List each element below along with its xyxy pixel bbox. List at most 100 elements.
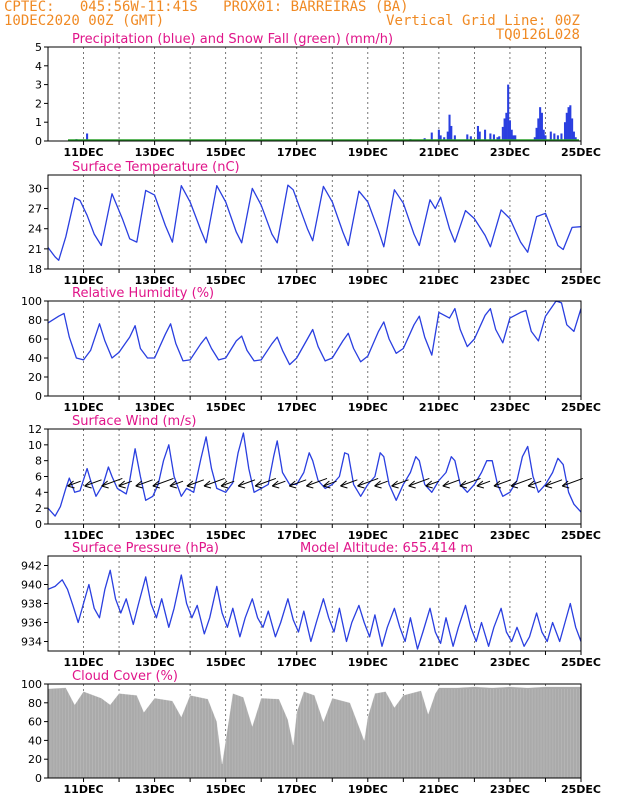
- y-tick-label: 20: [28, 371, 42, 384]
- panel-title: Surface Temperature (nC): [72, 160, 240, 175]
- y-tick-label: 940: [21, 579, 42, 592]
- panel-frame: [47, 174, 582, 270]
- precip-bar: [542, 129, 545, 141]
- precip-bar: [450, 125, 453, 141]
- x-tick-label: 13DEC: [135, 783, 175, 796]
- wind-arrowhead: [493, 480, 502, 489]
- precip-bar: [512, 135, 515, 141]
- panel-rh: [44, 300, 582, 400]
- x-tick-label: 19DEC: [348, 401, 388, 414]
- x-tick-label: 25DEC: [561, 146, 601, 159]
- chart-header: CPTEC: 045:56W-11:41S PROX01: BARREIRAS …: [0, 0, 618, 46]
- x-tick-label: 15DEC: [206, 783, 246, 796]
- y-tick-label: 938: [21, 598, 42, 611]
- y-tick-label: 40: [28, 734, 42, 747]
- y-tick-label: 100: [21, 295, 42, 308]
- x-tick-label: 13DEC: [135, 529, 175, 542]
- x-tick-label: 11DEC: [64, 783, 104, 796]
- y-tick-label: 60: [28, 333, 42, 346]
- wind-arrow: [510, 477, 532, 487]
- precip-bar: [469, 136, 472, 141]
- y-tick-label: 2: [35, 502, 42, 515]
- wind-arrow: [357, 477, 379, 487]
- panel-frame: [47, 428, 582, 525]
- wind-arrow: [101, 477, 123, 487]
- temp-series-line: [47, 184, 582, 261]
- panel-frame: [47, 300, 582, 397]
- pres-series-line: [47, 569, 582, 650]
- x-tick-label: 13DEC: [135, 401, 175, 414]
- y-tick-label: 60: [28, 716, 42, 729]
- precip-bar: [510, 129, 513, 141]
- wind-arrow: [476, 480, 491, 487]
- wind-arrowhead: [220, 480, 229, 489]
- precip-bar: [492, 134, 495, 141]
- x-tick-label: 21DEC: [419, 656, 459, 669]
- x-tick-label: 23DEC: [490, 146, 530, 159]
- y-tick-label: 934: [21, 636, 42, 649]
- x-tick-label: 23DEC: [490, 274, 530, 287]
- wind-arrowhead: [118, 480, 126, 489]
- panel-wind: [44, 428, 584, 528]
- wind-arrow: [561, 477, 584, 487]
- wind-arrow: [152, 477, 174, 487]
- x-tick-label: 21DEC: [419, 401, 459, 414]
- wind-arrow: [135, 479, 153, 487]
- x-tick-label: 17DEC: [277, 401, 317, 414]
- x-tick-label: 17DEC: [277, 274, 317, 287]
- precip-bar: [514, 135, 517, 141]
- precip-bar: [484, 129, 487, 141]
- x-tick-label: 13DEC: [135, 146, 175, 159]
- wind-arrowhead: [544, 480, 553, 489]
- precip-bar: [535, 127, 538, 141]
- y-tick-label: 80: [28, 697, 42, 710]
- precip-bar: [560, 133, 563, 141]
- wind-arrowhead: [323, 480, 331, 489]
- x-tick-label: 15DEC: [206, 274, 246, 287]
- wind-arrow: [340, 479, 358, 487]
- precip-bar: [553, 133, 556, 141]
- cloud-area: [47, 686, 582, 779]
- precip-bar: [448, 114, 451, 141]
- wind-arrowhead: [271, 480, 280, 489]
- precip-bar: [544, 135, 547, 141]
- y-tick-label: 80: [28, 314, 42, 327]
- x-tick-label: 19DEC: [348, 656, 388, 669]
- precip-bar: [503, 118, 506, 141]
- x-tick-label: 25DEC: [561, 529, 601, 542]
- panel-temp: [44, 174, 582, 273]
- panel-cloud: [44, 683, 582, 782]
- wind-arrow: [220, 480, 235, 487]
- wind-arrow: [408, 477, 430, 487]
- x-tick-label: 11DEC: [64, 146, 104, 159]
- wind-arrowhead: [101, 480, 109, 489]
- x-tick-label: 21DEC: [419, 529, 459, 542]
- precip-bar: [453, 135, 456, 141]
- wind-arrowhead: [442, 480, 450, 489]
- panel-title: Relative Humidity (%): [72, 286, 214, 301]
- wind-arrow: [527, 480, 542, 487]
- panel-frame: [47, 683, 582, 779]
- wind-arrowhead: [254, 480, 263, 489]
- precip-bar: [569, 105, 572, 141]
- wind-arrowhead: [306, 480, 314, 489]
- wind-arrow: [391, 479, 409, 487]
- x-tick-label: 17DEC: [277, 656, 317, 669]
- wind-arrowhead: [237, 480, 246, 489]
- x-tick-label: 17DEC: [277, 146, 317, 159]
- y-tick-label: 12: [28, 423, 42, 436]
- x-tick-label: 11DEC: [64, 274, 104, 287]
- y-tick-label: 8: [35, 455, 42, 468]
- y-tick-label: 18: [28, 263, 42, 276]
- precip-bar: [496, 137, 499, 141]
- wind-arrow: [84, 479, 102, 487]
- wind-arrow: [442, 479, 460, 487]
- x-tick-label: 23DEC: [490, 401, 530, 414]
- x-tick-label: 15DEC: [206, 146, 246, 159]
- precip-bar: [567, 107, 570, 141]
- wind-arrow: [493, 479, 512, 487]
- y-tick-label: 100: [21, 678, 42, 691]
- y-tick-label: 30: [28, 182, 42, 195]
- wind-arrowhead: [374, 480, 382, 489]
- wind-arrow: [169, 480, 184, 487]
